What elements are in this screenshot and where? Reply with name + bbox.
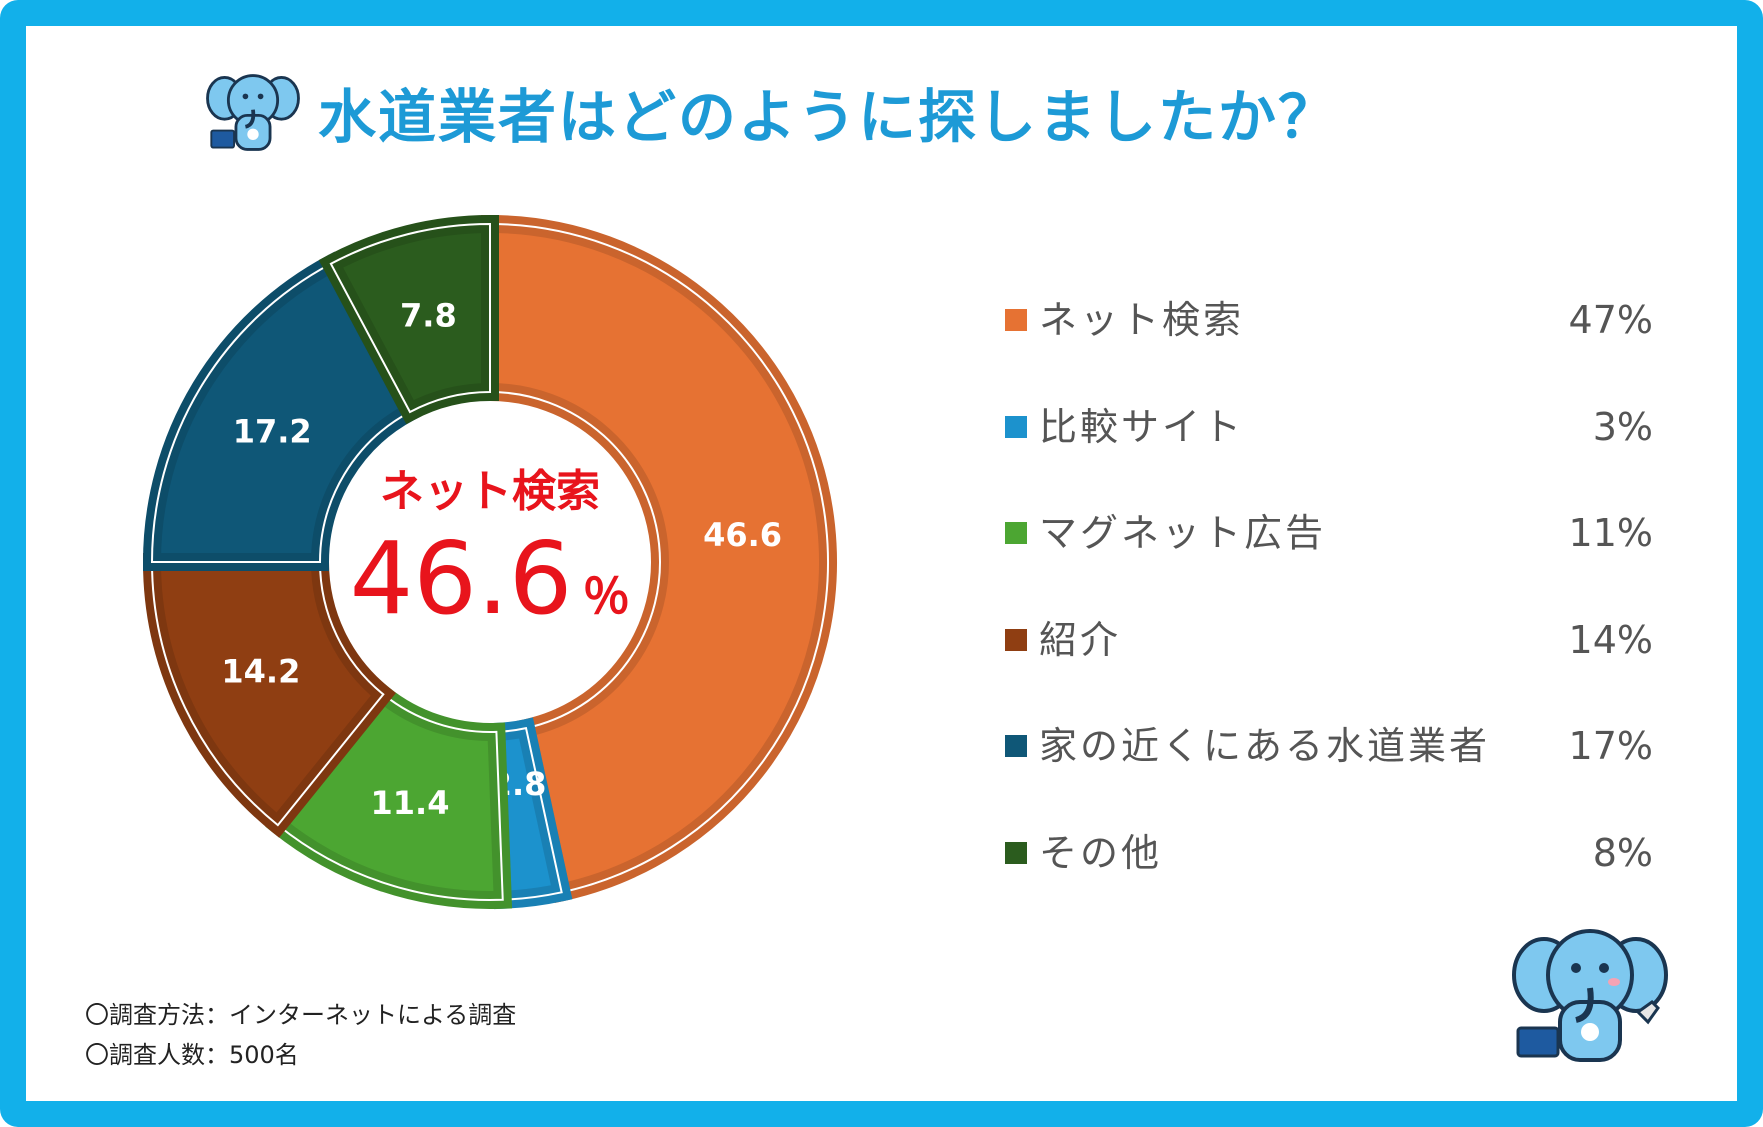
data-label: 14.2 (221, 653, 300, 691)
legend-pct: 14% (1568, 617, 1653, 662)
legend-swatch (1005, 841, 1027, 864)
page-title: 水道業者はどのように探しましたか？ (318, 83, 1339, 151)
donut-slice-edge (150, 561, 385, 827)
data-label: 11.4 (371, 784, 450, 822)
legend-item: マグネット広告 11% (1005, 503, 1665, 610)
legend-label: 比較サイト (1039, 404, 1245, 449)
legend-label: その他 (1039, 830, 1163, 875)
legend-item: 家の近くにある水道業者 17% (1005, 716, 1665, 823)
donut-slice-edge (329, 222, 491, 414)
legend-swatch (1005, 628, 1027, 651)
legend-item: ネット検索 47% (1005, 290, 1665, 397)
center-label: ネット検索 (380, 466, 600, 517)
survey-count: 〇調査人数：500名 (85, 1041, 299, 1069)
legend: ネット検索 47% 比較サイト 3% マグネット広告 11% 紹介 14% 家の… (1005, 290, 1665, 929)
legend-label: 紹介 (1039, 617, 1122, 662)
legend-label: 家の近くにある水道業者 (1039, 724, 1491, 768)
legend-swatch (1005, 735, 1027, 757)
legend-pct: 47% (1568, 298, 1653, 342)
legend-pct: 17% (1568, 724, 1653, 768)
legend-item: その他 8% (1005, 823, 1665, 930)
center-value-wrap: 46.6 ％ (320, 520, 660, 637)
survey-method: 〇調査方法：インターネットによる調査 (85, 1001, 517, 1029)
data-label: 17.2 (233, 412, 312, 450)
legend-label: ネット検索 (1039, 298, 1245, 342)
legend-swatch (1005, 415, 1027, 438)
data-label: 46.6 (703, 516, 782, 554)
data-label: 7.8 (400, 297, 457, 335)
center-value: 46.6 (349, 520, 573, 637)
legend-item: 紹介 14% (1005, 610, 1665, 717)
elephant-mascot-icon (206, 74, 300, 151)
donut-slice-edge (489, 222, 829, 894)
donut-slice-edge (150, 262, 412, 563)
legend-swatch (1005, 309, 1027, 331)
legend-label: マグネット広告 (1039, 511, 1327, 555)
elephant-mascot-icon (1512, 929, 1668, 1062)
legend-pct: 3% (1592, 404, 1653, 449)
legend-swatch (1005, 522, 1027, 544)
center-unit: ％ (582, 569, 631, 625)
legend-item: 比較サイト 3% (1005, 397, 1665, 504)
survey-notes: 〇調査方法：インターネットによる調査 〇調査人数：500名 (85, 995, 516, 1075)
title-wrap: 水道業者はどのように探しましたか？ (300, 62, 1338, 162)
legend-pct: 8% (1592, 830, 1653, 875)
legend-pct: 11% (1568, 511, 1653, 555)
